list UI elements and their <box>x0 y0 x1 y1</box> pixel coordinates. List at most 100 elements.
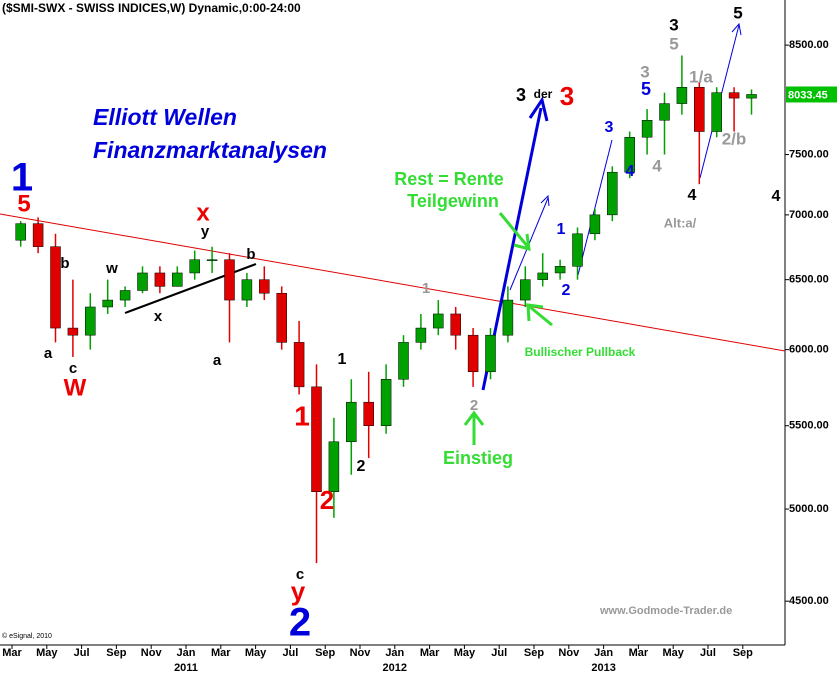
x-tick-label: Jul <box>700 647 716 659</box>
wave-label: a <box>213 352 222 369</box>
headline: Finanzmarktanalysen <box>93 137 327 163</box>
candle-body <box>363 401 374 426</box>
wave-label: 1 <box>557 221 566 238</box>
candle-body <box>433 313 444 329</box>
year-label: 2011 <box>174 662 198 674</box>
candle-body <box>137 272 148 291</box>
wave-label: 5 <box>641 79 651 99</box>
wave-label: 5 <box>733 3 742 22</box>
x-tick-label: Jul <box>491 647 507 659</box>
x-tick-label: Jul <box>282 647 298 659</box>
x-tick-label: Sep <box>733 647 753 659</box>
candle-body <box>259 279 270 294</box>
y-tick-label: 4500.00 <box>789 595 829 607</box>
wave-label: 3 <box>605 119 614 136</box>
wave-label: 1 <box>422 280 430 297</box>
candle-body <box>537 272 548 280</box>
wave-label: Bullischer Pullback <box>525 345 636 359</box>
chart-title: ($SMI-SWX - SWISS INDICES,W) Dynamic,0:0… <box>2 1 301 15</box>
candle-body <box>607 171 618 216</box>
x-tick-label: Jan <box>594 647 613 659</box>
candle-body <box>728 92 740 99</box>
wave-label: c <box>69 360 77 377</box>
candle-body <box>32 223 44 247</box>
candle-body <box>172 272 183 287</box>
candle-body <box>676 86 688 104</box>
wave-label: 5 <box>669 34 678 53</box>
wave-label: Einstieg <box>443 448 513 468</box>
wave-label: 2 <box>562 282 571 299</box>
candle-body <box>119 290 131 301</box>
candle-body <box>520 279 531 301</box>
wave-label: 1/a <box>689 67 713 86</box>
x-tick-label: Sep <box>315 647 335 659</box>
candle-body <box>346 401 357 443</box>
wave-label: 4 <box>626 163 635 180</box>
wave-label: 1 <box>294 400 310 431</box>
candle-body <box>711 92 722 132</box>
wave-label: W <box>64 374 87 401</box>
x-tick-label: May <box>454 647 476 659</box>
candle-body <box>15 223 26 241</box>
wave-label: 4 <box>688 187 697 204</box>
wave-label: 2/b <box>722 129 747 148</box>
year-label: 2012 <box>383 662 407 674</box>
wave-label: 1 <box>338 351 347 368</box>
candle-body <box>572 233 583 267</box>
headline: Elliott Wellen <box>93 104 237 130</box>
x-tick-label: Nov <box>141 647 163 659</box>
wave-label: y <box>201 223 210 240</box>
y-tick-label: 7000.00 <box>789 209 829 221</box>
x-tick-label: May <box>36 647 58 659</box>
wave-label: 3 <box>640 62 649 81</box>
x-tick-label: Sep <box>524 647 544 659</box>
wave-label: 4 <box>652 156 662 175</box>
x-tick-label: May <box>245 647 267 659</box>
x-tick-label: Mar <box>420 647 440 659</box>
y-tick-label: 6000.00 <box>789 344 829 356</box>
candle-body <box>189 259 200 274</box>
candle-body <box>415 327 427 343</box>
candle-body <box>276 292 287 343</box>
wave-label: 5 <box>17 190 30 217</box>
candle-body <box>485 334 496 373</box>
wave-label: Rest = Rente <box>394 169 504 189</box>
wave-label: b <box>246 246 255 263</box>
candle-body <box>694 86 705 132</box>
green-arrows <box>463 212 553 445</box>
candle-body <box>154 272 166 287</box>
trend-line <box>0 213 786 352</box>
wave-label: w <box>105 260 118 277</box>
candle-body <box>641 119 653 138</box>
candle-body <box>589 214 601 235</box>
candle-body <box>380 379 392 426</box>
wave-label: y <box>291 576 306 606</box>
candle-body <box>241 279 253 301</box>
wave-label: Teilgewinn <box>407 191 499 211</box>
y-tick-label: 5000.00 <box>789 503 829 515</box>
x-tick-label: Sep <box>106 647 126 659</box>
candle-body <box>450 313 461 336</box>
wave-label: Alt:a/ <box>664 215 697 230</box>
x-tick-label: May <box>662 647 684 659</box>
candle-body <box>206 259 218 261</box>
wave-label: 3 <box>560 81 574 111</box>
candle-body <box>85 306 96 336</box>
y-tick-label: 6500.00 <box>789 274 829 286</box>
candle-body <box>746 94 757 99</box>
y-tick-label: 5500.00 <box>789 420 829 432</box>
last-price-box <box>786 86 837 103</box>
candle-body <box>102 299 113 308</box>
candle-body <box>311 386 322 492</box>
candle-body <box>502 299 514 336</box>
wave-label: x <box>154 308 163 325</box>
candle-body <box>398 342 409 380</box>
wave-label: 3 <box>669 15 678 34</box>
candle-body <box>224 259 235 301</box>
x-tick-label: Mar <box>629 647 649 659</box>
x-tick-label: Jan <box>177 647 196 659</box>
wave-label: c <box>296 566 304 583</box>
wave-label: 2 <box>357 458 366 475</box>
watermark: www.Godmode-Trader.de <box>599 605 732 617</box>
